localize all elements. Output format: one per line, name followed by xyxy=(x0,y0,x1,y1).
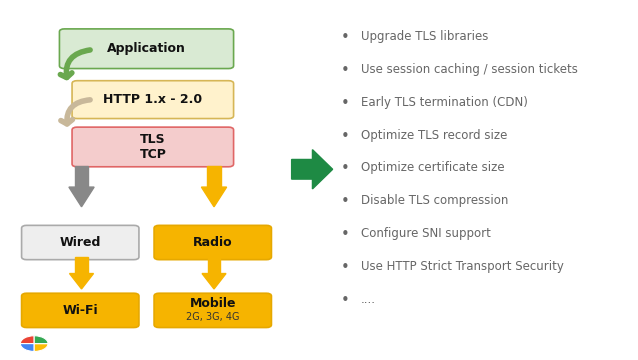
Text: 2G, 3G, 4G: 2G, 3G, 4G xyxy=(186,312,239,322)
FancyBboxPatch shape xyxy=(72,127,234,167)
Text: Use session caching / session tickets: Use session caching / session tickets xyxy=(361,63,578,76)
Bar xyxy=(208,257,220,274)
Text: •: • xyxy=(341,63,350,78)
Text: Upgrade TLS libraries: Upgrade TLS libraries xyxy=(361,30,489,43)
Text: TLS
TCP: TLS TCP xyxy=(139,133,167,161)
Text: Use HTTP Strict Transport Security: Use HTTP Strict Transport Security xyxy=(361,260,564,273)
Text: Optimize certificate size: Optimize certificate size xyxy=(361,161,505,175)
FancyBboxPatch shape xyxy=(22,293,139,328)
Polygon shape xyxy=(202,187,226,207)
Polygon shape xyxy=(202,274,226,289)
Text: Optimize TLS record size: Optimize TLS record size xyxy=(361,129,507,141)
Text: Early TLS termination (CDN): Early TLS termination (CDN) xyxy=(361,96,528,109)
Text: Application: Application xyxy=(107,42,186,55)
Text: •: • xyxy=(341,227,350,242)
FancyBboxPatch shape xyxy=(154,293,271,328)
Wedge shape xyxy=(34,343,48,351)
Text: •: • xyxy=(341,129,350,144)
Text: •: • xyxy=(341,30,350,45)
Text: Radio: Radio xyxy=(193,236,233,249)
Text: ....: .... xyxy=(361,293,376,306)
Bar xyxy=(207,166,221,187)
Text: •: • xyxy=(341,260,350,275)
FancyBboxPatch shape xyxy=(154,225,271,260)
Polygon shape xyxy=(69,187,94,207)
Text: Wired: Wired xyxy=(59,236,101,249)
Text: •: • xyxy=(341,161,350,176)
FancyBboxPatch shape xyxy=(72,81,234,118)
FancyBboxPatch shape xyxy=(22,225,139,260)
Text: •: • xyxy=(341,194,350,209)
Text: Disable TLS compression: Disable TLS compression xyxy=(361,194,508,207)
Polygon shape xyxy=(70,274,94,289)
FancyBboxPatch shape xyxy=(59,29,234,68)
FancyArrow shape xyxy=(292,150,332,189)
Text: •: • xyxy=(341,293,350,308)
Text: •: • xyxy=(341,96,350,111)
Wedge shape xyxy=(34,336,48,343)
Bar xyxy=(75,257,88,274)
Wedge shape xyxy=(20,336,34,343)
Text: Wi-Fi: Wi-Fi xyxy=(63,304,98,317)
Text: HTTP 1.x - 2.0: HTTP 1.x - 2.0 xyxy=(103,93,202,106)
Text: Mobile: Mobile xyxy=(189,297,236,310)
Text: Configure SNI support: Configure SNI support xyxy=(361,227,491,240)
Wedge shape xyxy=(20,343,34,351)
Bar xyxy=(75,166,88,187)
